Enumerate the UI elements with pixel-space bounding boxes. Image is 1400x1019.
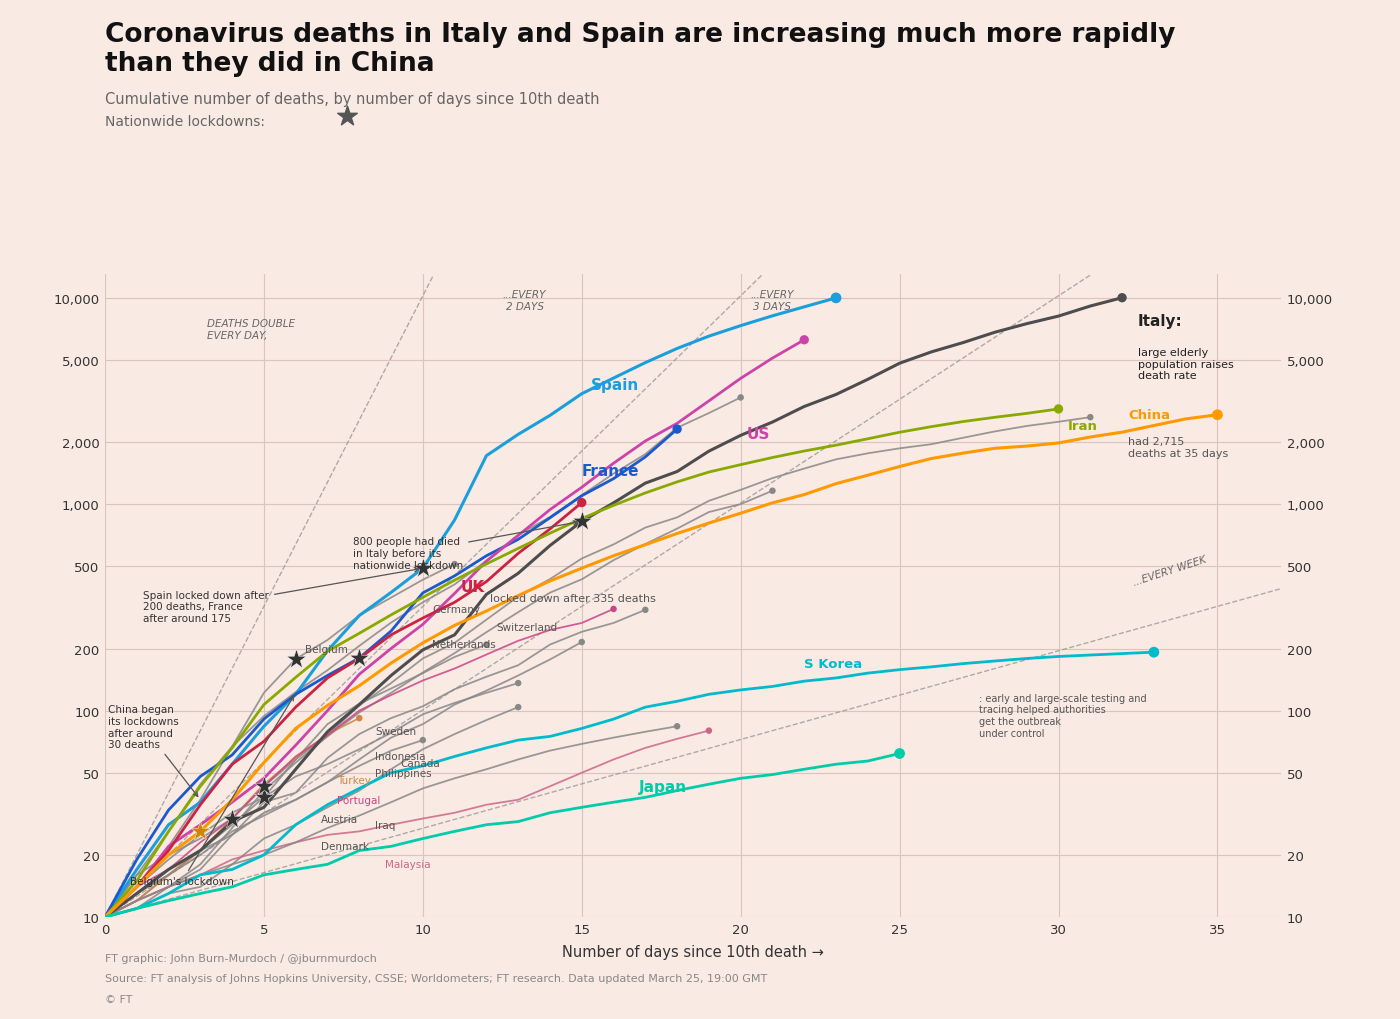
Text: Japan: Japan xyxy=(638,779,687,794)
Text: Switzerland: Switzerland xyxy=(496,623,557,632)
Text: 800 people had died
in Italy before its
nationwide lockdown: 800 people had died in Italy before its … xyxy=(353,522,578,571)
Text: Philippines: Philippines xyxy=(375,768,431,777)
Text: : early and large-scale testing and
tracing helped authorities
get the outbreak
: : early and large-scale testing and trac… xyxy=(979,693,1147,738)
Point xyxy=(697,722,720,739)
Point xyxy=(762,483,784,499)
Point xyxy=(792,332,815,348)
Point xyxy=(571,514,594,530)
Text: Belgium: Belgium xyxy=(305,644,349,654)
Text: large elderly
population raises
death rate: large elderly population raises death ra… xyxy=(1138,347,1233,381)
Text: Germany: Germany xyxy=(433,604,480,614)
Text: Source: FT analysis of Johns Hopkins University, CSSE; Worldometers; FT research: Source: FT analysis of Johns Hopkins Uni… xyxy=(105,973,767,983)
Point xyxy=(444,556,466,573)
Point xyxy=(221,810,244,826)
Text: Netherlands: Netherlands xyxy=(433,640,496,649)
Point xyxy=(412,733,434,749)
Point xyxy=(253,779,276,795)
Point xyxy=(475,637,497,653)
Point xyxy=(284,651,307,667)
Point xyxy=(666,422,689,438)
X-axis label: Number of days since 10th death →: Number of days since 10th death → xyxy=(561,944,825,959)
Text: Spain: Spain xyxy=(591,378,640,392)
Text: S Korea: S Korea xyxy=(804,657,862,669)
Point xyxy=(1207,408,1229,424)
Text: Cumulative number of deaths, by number of days since 10th death: Cumulative number of deaths, by number o… xyxy=(105,92,599,107)
Text: Nationwide lockdowns:: Nationwide lockdowns: xyxy=(105,115,265,129)
Point xyxy=(889,746,911,762)
Point xyxy=(189,823,211,840)
Point xyxy=(602,601,624,618)
Point xyxy=(666,718,689,735)
Text: Belgium's lockdown: Belgium's lockdown xyxy=(130,697,294,886)
Point xyxy=(507,699,529,715)
Text: Iraq: Iraq xyxy=(375,820,396,829)
Text: FT graphic: John Burn-Murdoch / @jburnmurdoch: FT graphic: John Burn-Murdoch / @jburnmu… xyxy=(105,953,377,963)
Text: had 2,715
deaths at 35 days: had 2,715 deaths at 35 days xyxy=(1128,436,1229,459)
Text: Portugal: Portugal xyxy=(337,795,381,805)
Text: DEATHS DOUBLE
EVERY DAY,: DEATHS DOUBLE EVERY DAY, xyxy=(207,319,295,340)
Point xyxy=(729,390,752,407)
Point xyxy=(336,109,358,125)
Text: China: China xyxy=(1128,409,1170,422)
Point xyxy=(1142,644,1165,660)
Point xyxy=(412,560,434,577)
Text: Canada: Canada xyxy=(400,758,441,768)
Text: ...EVERY WEEK: ...EVERY WEEK xyxy=(1131,554,1208,587)
Point xyxy=(825,290,847,307)
Text: Indonesia: Indonesia xyxy=(375,752,426,761)
Text: Iran: Iran xyxy=(1068,420,1098,433)
Point xyxy=(1079,410,1102,426)
Point xyxy=(634,602,657,619)
Text: Turkey: Turkey xyxy=(337,775,371,786)
Text: Denmark: Denmark xyxy=(321,842,370,852)
Text: Sweden: Sweden xyxy=(375,726,416,736)
Point xyxy=(507,676,529,692)
Text: Spain locked down after
200 deaths, France
after around 175: Spain locked down after 200 deaths, Fran… xyxy=(143,568,419,624)
Text: China began
its lockdowns
after around
30 deaths: China began its lockdowns after around 3… xyxy=(108,705,197,797)
Text: locked down after 335 deaths: locked down after 335 deaths xyxy=(490,594,655,604)
Point xyxy=(253,790,276,806)
Point xyxy=(1110,290,1133,307)
Point xyxy=(1047,401,1070,418)
Text: ...EVERY
3 DAYS: ...EVERY 3 DAYS xyxy=(750,290,794,312)
Point xyxy=(349,710,371,727)
Text: Italy:: Italy: xyxy=(1138,314,1183,328)
Point xyxy=(349,650,371,666)
Text: France: France xyxy=(582,464,640,479)
Text: © FT: © FT xyxy=(105,994,133,1004)
Text: than they did in China: than they did in China xyxy=(105,51,434,76)
Text: UK: UK xyxy=(461,580,486,594)
Text: Malaysia: Malaysia xyxy=(385,859,430,869)
Text: ...EVERY
2 DAYS: ...EVERY 2 DAYS xyxy=(503,290,546,312)
Text: US: US xyxy=(748,427,770,441)
Point xyxy=(571,495,594,512)
Text: Coronavirus deaths in Italy and Spain are increasing much more rapidly: Coronavirus deaths in Italy and Spain ar… xyxy=(105,22,1176,48)
Text: Austria: Austria xyxy=(321,814,358,823)
Point xyxy=(571,634,594,650)
